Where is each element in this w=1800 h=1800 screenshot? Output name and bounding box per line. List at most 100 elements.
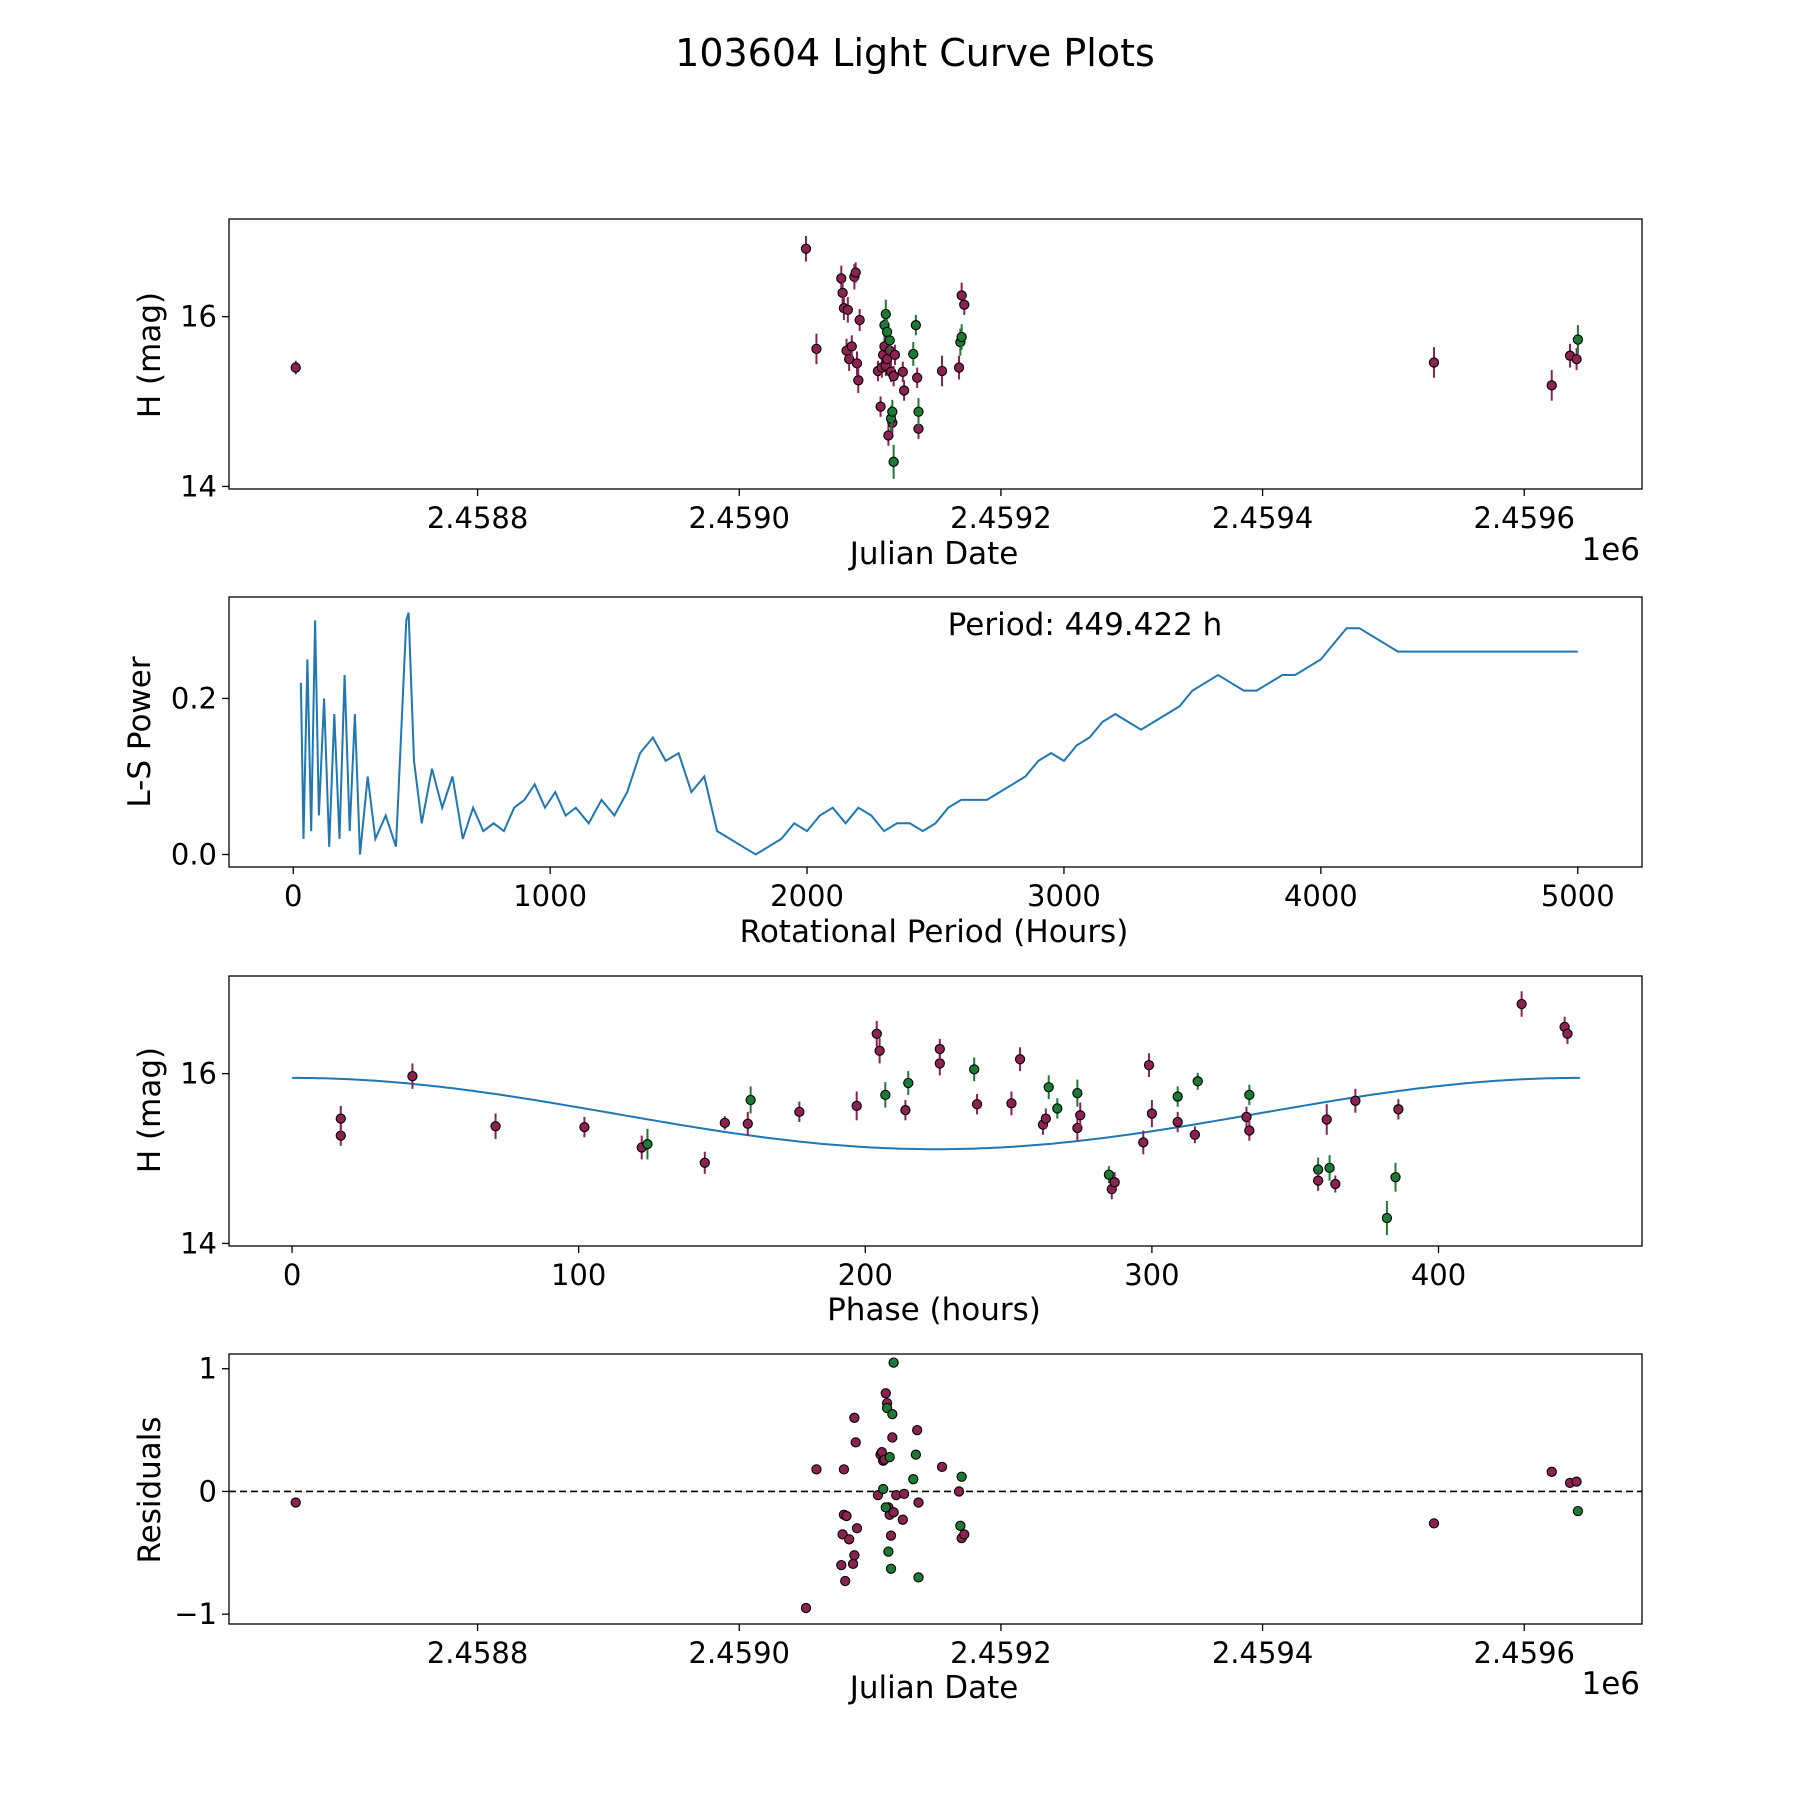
lightcurve-point (875, 401, 886, 412)
periodogram-xtick-label: 0 (284, 879, 302, 913)
residuals-point (841, 1510, 852, 1522)
phased-point (1014, 1054, 1026, 1065)
lightcurve-point (912, 372, 923, 383)
phased-point (794, 1106, 805, 1117)
phased-point (1040, 1113, 1051, 1124)
phased-ylabel: H (mag) (132, 1047, 168, 1173)
residuals-point (880, 1502, 891, 1513)
residuals-ytick-label: 1 (199, 1352, 217, 1386)
lightcurve-point (846, 341, 857, 352)
lightcurve-point (953, 362, 965, 373)
phased-point (871, 1028, 882, 1039)
lightcurve-point (800, 243, 812, 254)
phased-point (1075, 1110, 1086, 1121)
phased-point (880, 1089, 891, 1101)
lightcurve-point (880, 308, 891, 320)
lightcurve-point (290, 362, 301, 373)
lightcurve-xtick-label: 2.4594 (1212, 501, 1313, 535)
lightcurve-point (913, 423, 924, 434)
residuals-point (956, 1471, 967, 1482)
lightcurve-point (888, 370, 899, 382)
residuals-point (811, 1464, 822, 1475)
residuals-point (290, 1497, 301, 1508)
residuals-point (800, 1602, 812, 1614)
residuals-point (897, 1514, 908, 1525)
residuals-ytick-label: 0 (199, 1474, 217, 1508)
phased-point (969, 1064, 980, 1075)
phased-point (1381, 1212, 1393, 1224)
lightcurve-point (913, 406, 924, 417)
phased-point (1244, 1089, 1255, 1101)
residuals-point (959, 1529, 970, 1540)
phased-model-curve (292, 1076, 1581, 1151)
periodogram-xtick-label: 3000 (1027, 879, 1101, 913)
residuals-point (913, 1572, 924, 1583)
residuals-point (880, 1388, 891, 1399)
residuals-point (836, 1559, 847, 1571)
residuals-point (888, 1357, 899, 1368)
residuals-xtick-label: 2.4588 (427, 1636, 528, 1670)
residuals-point (898, 1488, 910, 1500)
residuals-point (885, 1530, 897, 1541)
periodogram-ylabel: L-S Power (122, 656, 158, 807)
phased-point (1330, 1178, 1341, 1190)
residuals-point (888, 1507, 899, 1518)
phased-point (1393, 1104, 1404, 1115)
phased-ytick-label: 14 (180, 1226, 217, 1260)
residuals-point (908, 1474, 919, 1485)
lightcurve-point (897, 366, 908, 377)
lightcurve-xtick-label: 2.4592 (950, 501, 1051, 535)
phased-point (1043, 1082, 1054, 1093)
lightcurve-point (1428, 357, 1440, 368)
phased-point (1103, 1169, 1115, 1180)
phased-point (1312, 1175, 1324, 1186)
phased-point (851, 1100, 862, 1112)
residuals-point (885, 1563, 897, 1574)
lightcurve-point (853, 375, 864, 386)
lightcurve-panel: 2.4588 2.4590 2.4592 2.4594 2.4596 14 16 (180, 218, 1643, 535)
residuals-point (851, 1523, 863, 1534)
lightcurve-point (850, 267, 861, 278)
residuals-xtick-label: 2.4592 (950, 1636, 1051, 1670)
residuals-point (955, 1520, 966, 1531)
periodogram-panel: 0 1000 2000 3000 4000 5000 0.0 0.2 (171, 596, 1643, 913)
residuals-xtick-label: 2.4594 (1212, 1636, 1313, 1670)
residuals-point (840, 1575, 851, 1587)
residuals-point (912, 1424, 923, 1436)
phased-xlabel: Phase (hours) (827, 1292, 1041, 1328)
lightcurve-ylabel: H (mag) (132, 292, 168, 418)
residuals-point (1428, 1518, 1440, 1529)
residuals-point (887, 1432, 898, 1443)
residuals-xtick-label: 2.4590 (689, 1636, 790, 1670)
phased-point (699, 1157, 710, 1168)
lightcurve-xtick-label: 2.4588 (427, 501, 528, 535)
residuals-point (936, 1461, 948, 1473)
residuals-xtick-label: 2.4596 (1474, 1636, 1575, 1670)
phased-point (1244, 1125, 1255, 1136)
lightcurve-point (956, 331, 967, 343)
lightcurve-xlabel: Julian Date (848, 536, 1019, 572)
phased-frame (228, 975, 1643, 1247)
residuals-frame (228, 1353, 1643, 1625)
lightcurve-point (884, 335, 895, 346)
phased-point (903, 1077, 914, 1089)
residuals-point (953, 1486, 965, 1497)
lightcurve-point (1571, 353, 1582, 365)
lightcurve-point (854, 314, 865, 326)
residuals-point (849, 1550, 860, 1561)
phased-xtick-label: 200 (838, 1258, 893, 1292)
residuals-point (878, 1483, 889, 1495)
phased-point (719, 1117, 730, 1129)
phased-point (1324, 1162, 1335, 1174)
phased-point (934, 1043, 945, 1055)
phased-point (1241, 1111, 1252, 1123)
residuals-ytick-label: −1 (174, 1597, 217, 1631)
lightcurve-frame (228, 218, 1643, 490)
lightcurve-point (811, 343, 822, 355)
phased-point (1109, 1177, 1120, 1188)
lightcurve-x-offset: 1e6 (1581, 532, 1640, 568)
phased-point (490, 1121, 501, 1132)
figure-title: 103604 Light Curve Plots (675, 31, 1155, 75)
